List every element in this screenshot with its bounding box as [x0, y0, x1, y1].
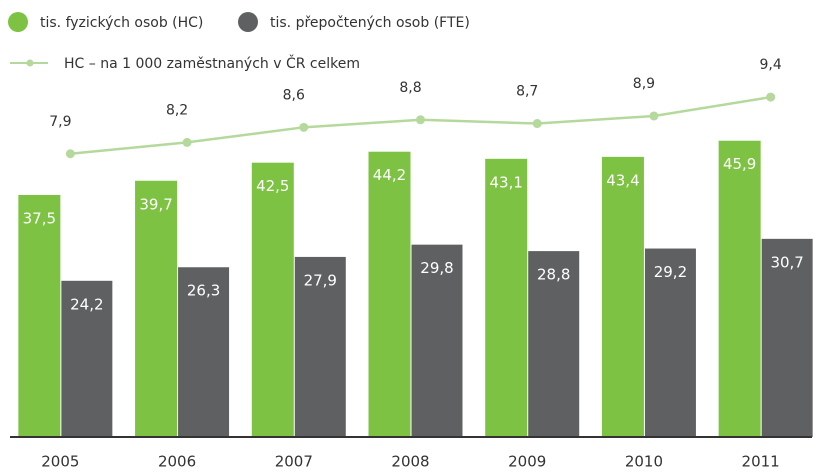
- value-label: 29,2: [654, 263, 687, 281]
- value-label: 42,5: [256, 177, 289, 195]
- value-label: 43,4: [606, 171, 639, 189]
- value-label: 8,9: [633, 76, 655, 92]
- line-point: [65, 149, 75, 159]
- value-label: 29,8: [420, 259, 453, 277]
- bar: [718, 140, 761, 437]
- value-label: 37,5: [23, 209, 56, 227]
- line-point: [649, 111, 659, 121]
- line-point: [416, 115, 425, 125]
- bar: [528, 251, 580, 437]
- bar: [294, 256, 346, 437]
- value-label: 7,9: [49, 114, 71, 130]
- value-label: 45,9: [723, 155, 756, 173]
- bar: [485, 158, 528, 438]
- bar: [18, 194, 61, 437]
- line-point: [182, 137, 192, 147]
- x-tick-label: 2006: [158, 453, 196, 471]
- legend-label: tis. fyzických osob (HC): [40, 15, 203, 31]
- legend-swatch: [238, 12, 258, 32]
- value-label: 8,7: [516, 84, 538, 100]
- value-label: 43,1: [490, 173, 523, 191]
- value-label: 9,4: [760, 57, 782, 73]
- value-label: 24,2: [70, 295, 103, 313]
- bar: [411, 244, 463, 437]
- bar: [135, 180, 178, 437]
- bar: [251, 162, 294, 437]
- x-tick-label: 2010: [625, 453, 663, 471]
- legend-dot: [26, 59, 34, 67]
- bar: [368, 151, 411, 437]
- bar: [761, 238, 813, 437]
- value-label: 39,7: [139, 195, 172, 213]
- line-point: [299, 122, 309, 132]
- line-point: [766, 92, 776, 102]
- value-label: 8,2: [166, 102, 188, 118]
- legend-label: tis. přepočtených osob (FTE): [270, 15, 470, 31]
- x-tick-label: 2005: [41, 453, 79, 471]
- bar: [178, 267, 230, 437]
- value-label: 26,3: [187, 282, 220, 300]
- value-label: 28,8: [537, 266, 570, 284]
- value-label: 8,8: [399, 80, 421, 96]
- legend-label: HC – na 1 000 zaměstnaných v ČR celkem: [64, 54, 360, 72]
- value-label: 8,6: [283, 87, 305, 103]
- value-label: 27,9: [304, 271, 337, 289]
- x-tick-label: 2008: [391, 453, 429, 471]
- x-tick-label: 2009: [508, 453, 546, 471]
- x-tick-label: 2011: [742, 453, 780, 471]
- value-label: 44,2: [373, 166, 406, 184]
- line-point: [532, 119, 542, 129]
- bar: [61, 280, 113, 437]
- legend-swatch: [8, 12, 28, 32]
- bar: [644, 248, 696, 437]
- value-label: 30,7: [770, 253, 803, 271]
- x-tick-label: 2007: [275, 453, 313, 471]
- bar: [601, 156, 644, 437]
